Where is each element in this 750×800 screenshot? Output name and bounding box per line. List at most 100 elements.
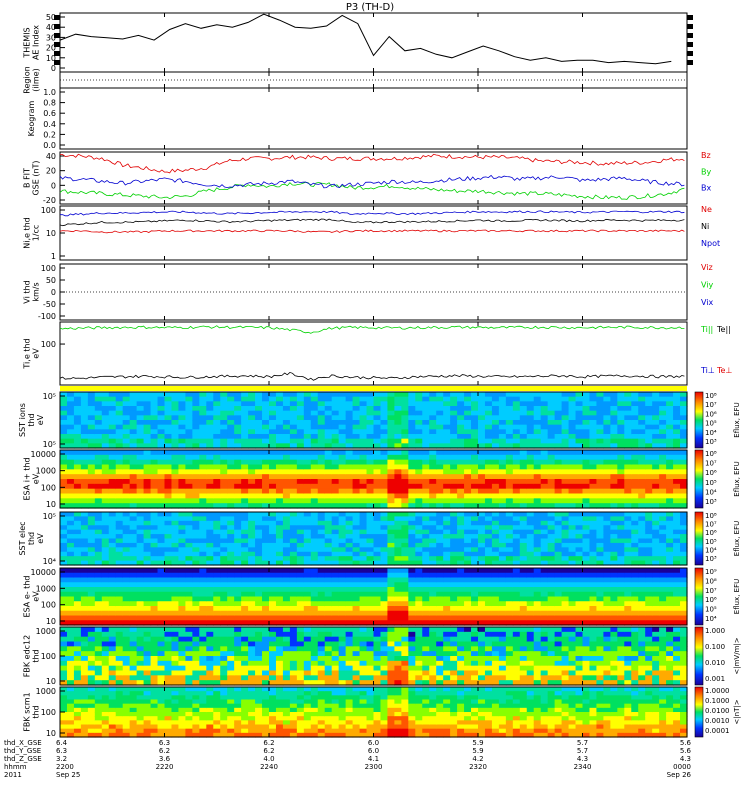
colorbar-tick-label: 10³ [705, 438, 717, 446]
x-tick-label: 5.7 [577, 739, 588, 747]
series-line-Npot [59, 210, 685, 217]
panel-ylabel: B FIT [23, 168, 32, 188]
x-tick-label: Sep 26 [667, 771, 692, 779]
panel-ylabel: thd [32, 705, 41, 718]
y-tick-label: 1.0 [43, 88, 56, 97]
colorbar-tick-label: 0.100 [705, 643, 725, 651]
panel-ylabel: thd [27, 532, 36, 545]
colorbar-tick-label: 0.0100 [705, 707, 730, 715]
y-tick-label: 20 [46, 44, 56, 53]
y-tick-label: 40 [46, 152, 56, 161]
heatmap-cells [60, 392, 688, 449]
y-tick-label: -100 [38, 312, 56, 321]
colorbar-tick-label: 10⁹ [705, 568, 717, 576]
x-tick-label: 6.3 [56, 747, 67, 755]
series-line-Ti|| [59, 325, 685, 334]
x-tick-label: 4.3 [577, 755, 588, 763]
y-tick-label: 50 [46, 276, 56, 285]
legend-entry: Ni [701, 222, 709, 231]
panel-12: FBK scm1 thd 1.0000 0.1000 0.0100 0.0010 0.000… [23, 686, 741, 738]
x-tick-label: 6.2 [263, 747, 274, 755]
series-line-Bx [59, 174, 685, 189]
y-tick-label: 0.8 [43, 99, 56, 108]
y-tick-label: 10⁵ [43, 512, 56, 521]
colorbar-tick-label: 0.0001 [705, 727, 730, 735]
y-tick-label: 100 [41, 601, 56, 610]
colorbar-tick-label: 10³ [705, 555, 717, 563]
x-tick-label: 6.3 [159, 739, 170, 747]
panel-ylabel: eV [36, 414, 45, 425]
legend-entry: Npot [701, 239, 720, 248]
colorbar-tick-label: 10⁸ [705, 450, 717, 458]
x-row-label: thd_Z_GSE [4, 755, 42, 763]
x-tick-label: 0000 [673, 763, 691, 771]
panel-ylabel: Ni,e thd [23, 217, 32, 249]
x-tick-label: 3.2 [56, 755, 67, 763]
y-tick-label: 1000 [36, 467, 56, 476]
y-tick-label: 100 [41, 206, 56, 215]
colorbar-tick-label: 10⁵ [705, 479, 717, 487]
x-tick-label: 6.2 [263, 739, 274, 747]
colorbar-label: Eflux, EFU [733, 402, 741, 437]
y-tick-label: -20 [43, 196, 56, 205]
panel-ylabel: eV [32, 591, 41, 602]
series-line-By [59, 181, 685, 200]
x-tick-label: 2200 [56, 763, 74, 771]
panel-ylabel: FBK scm1 [23, 692, 32, 731]
panel-ylabel: (ilme) [32, 68, 41, 91]
panel-ylabel: SST ions [18, 403, 27, 437]
x-row-label: thd_X_GSE [4, 739, 42, 747]
y-tick-label: 40 [46, 23, 56, 32]
x-tick-label: 4.2 [472, 755, 483, 763]
x-tick-label: 2300 [365, 763, 383, 771]
y-tick-label: 100 [41, 264, 56, 273]
panel-11: FBK edc12 thd 1.000 0.100 0.010 0.001 <|mV/m|>… [23, 626, 741, 686]
x-tick-label: 6.4 [56, 739, 68, 747]
colorbar-tick-label: 10⁸ [705, 577, 717, 585]
heatmap-cells [60, 512, 688, 566]
y-tick-label: 1 [51, 252, 56, 261]
legend-entry: Te|| [716, 325, 731, 334]
colorbar-tick-label: 10⁶ [705, 596, 717, 604]
y-tick-label: 100 [41, 652, 56, 661]
panel-ylabel: Region [23, 66, 32, 93]
legend-entry: Ti|| [700, 325, 713, 334]
colorbar-tick-label: 10⁶ [705, 469, 717, 477]
panel-3: B FIT GSE (nT) 40 20 0 -20 Bz By Bx [23, 151, 712, 205]
y-tick-label: 0.0 [43, 141, 56, 150]
y-tick-label: 10000 [31, 450, 56, 459]
y-tick-label: 20 [46, 167, 56, 176]
heatmap-cells [60, 627, 688, 686]
legend-entry: By [701, 167, 711, 176]
colorbar-label: <|nT|> [733, 699, 741, 724]
x-tick-label: 5.6 [680, 739, 692, 747]
panel-ylabel: eV [32, 473, 41, 484]
y-tick-label: 0 [51, 64, 56, 73]
x-row-label: 2011 [4, 771, 22, 779]
panel-1: Region (ilme) [23, 66, 688, 94]
colorbar-tick-label: 10⁷ [705, 587, 717, 595]
panel-ylabel: AE Index [32, 25, 41, 60]
panel-frame [59, 12, 688, 73]
x-tick-label: 6.0 [368, 739, 379, 747]
colorbar-tick-label: 10³ [705, 498, 717, 506]
legend-entry: Viz [701, 263, 713, 272]
colorbar-tick-label: 1.0000 [705, 687, 730, 695]
colorbar-label: Eflux, EFU [733, 461, 741, 496]
y-tick-label: 0.4 [43, 120, 56, 129]
x-row-label: thd_Y_GSE [4, 747, 41, 755]
legend-entry: Bz [701, 151, 711, 160]
y-tick-label: 10⁵ [43, 392, 56, 401]
legend-entry: Ne [701, 205, 712, 214]
colorbar-tick-label: 10⁷ [705, 521, 717, 529]
y-tick-label: 50 [46, 13, 56, 22]
colorbar-tick-label: 1.000 [705, 627, 725, 635]
y-tick-label: 1000 [36, 584, 56, 593]
series-line-0 [59, 13, 672, 65]
heatmap-cells [60, 687, 688, 738]
